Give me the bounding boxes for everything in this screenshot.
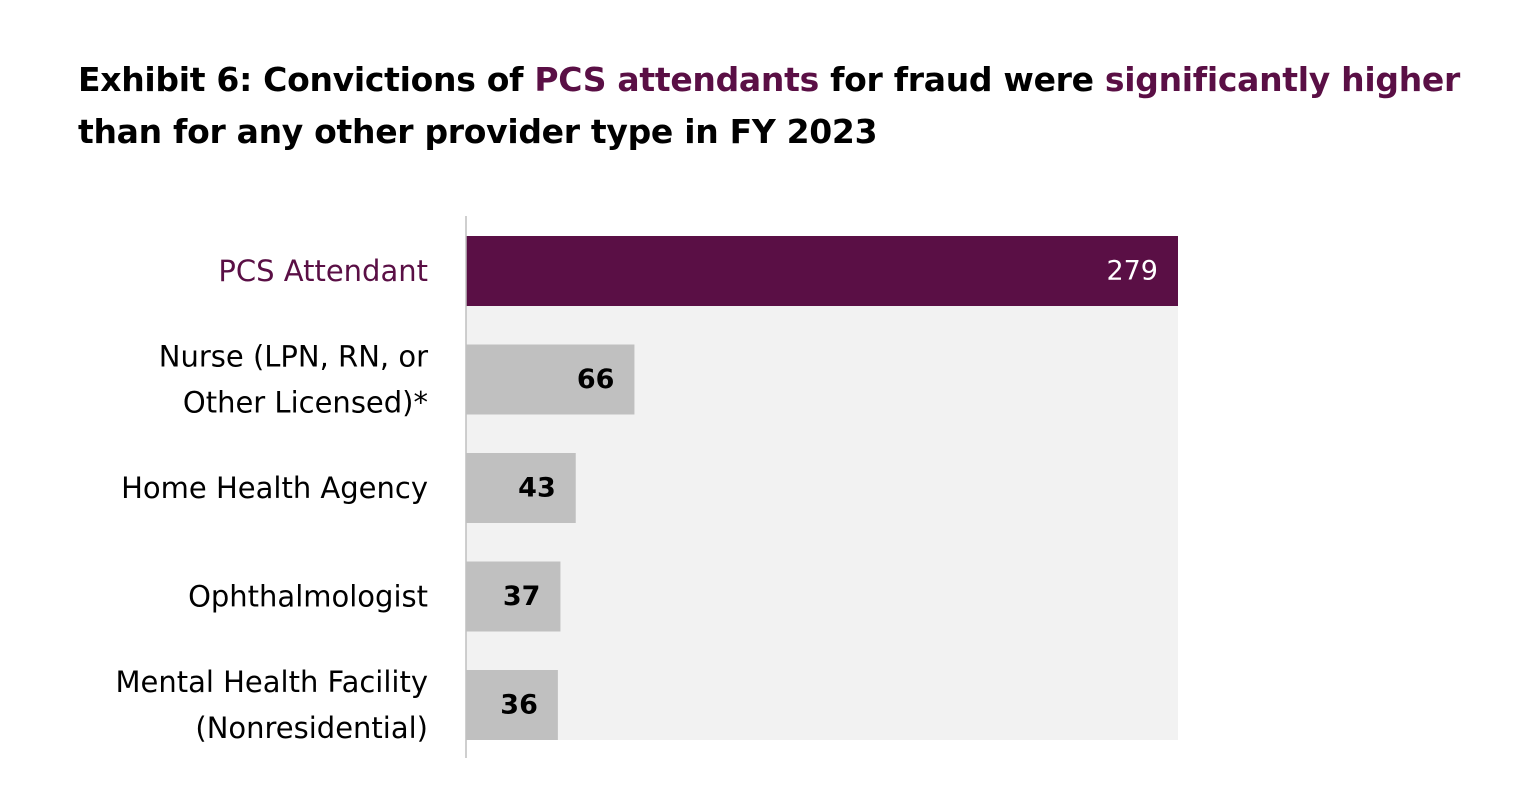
category-label-line: Nurse (LPN, RN, or — [159, 340, 428, 374]
category-label-4: Mental Health Facility (Nonresidential) — [115, 665, 428, 745]
bar-2 — [466, 453, 576, 523]
category-label-line: Other Licensed)* — [183, 386, 428, 420]
title-highlight-significantly-higher: significantly higher — [1104, 60, 1460, 99]
category-label-line: Home Health Agency — [121, 471, 428, 505]
bar-3 — [466, 561, 561, 632]
category-labels-layer: PCS Attendant Nurse (LPN, RN, or Other Lic… — [115, 254, 428, 745]
data-label-3: 37 — [503, 581, 541, 612]
category-label-2: Home Health Agency — [121, 471, 428, 505]
data-label-0: 279 — [1106, 256, 1158, 287]
data-labels-layer: 279 66 43 37 36 — [500, 256, 1158, 721]
bars-layer — [466, 236, 1178, 740]
category-label-0: PCS Attendant — [218, 254, 428, 288]
category-label-line: PCS Attendant — [218, 254, 428, 288]
category-label-3: Ophthalmologist — [188, 580, 428, 614]
category-label-line: (Nonresidential) — [195, 711, 428, 745]
title-part-2: for fraud were — [818, 60, 1105, 99]
category-label-line: Ophthalmologist — [188, 580, 428, 614]
data-label-4: 36 — [500, 690, 538, 721]
category-label-line: Mental Health Facility — [115, 665, 428, 699]
title-highlight-pcs-attendants: PCS attendants — [534, 60, 819, 99]
data-label-2: 43 — [518, 473, 556, 504]
bar-4 — [466, 670, 558, 740]
bar-0 — [466, 236, 1178, 306]
chart-title: Exhibit 6: Convictions of PCS attendants… — [78, 54, 1498, 158]
bar-1 — [466, 344, 635, 415]
data-label-1: 66 — [577, 364, 615, 395]
chart-background-band — [466, 236, 1178, 740]
title-part-1: Exhibit 6: Convictions of — [78, 60, 535, 99]
category-label-1: Nurse (LPN, RN, or Other Licensed)* — [159, 340, 428, 420]
title-part-3: than for any other provider type in FY 2… — [78, 112, 878, 151]
